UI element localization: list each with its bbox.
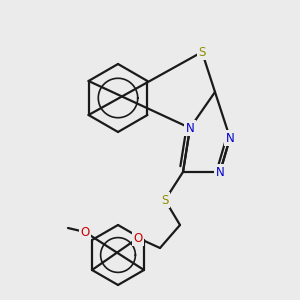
- Text: N: N: [186, 122, 194, 134]
- Text: O: O: [80, 226, 90, 238]
- Text: S: S: [161, 194, 169, 206]
- Text: N: N: [226, 131, 234, 145]
- Text: S: S: [198, 46, 206, 59]
- Text: O: O: [134, 232, 142, 244]
- Text: N: N: [216, 166, 224, 178]
